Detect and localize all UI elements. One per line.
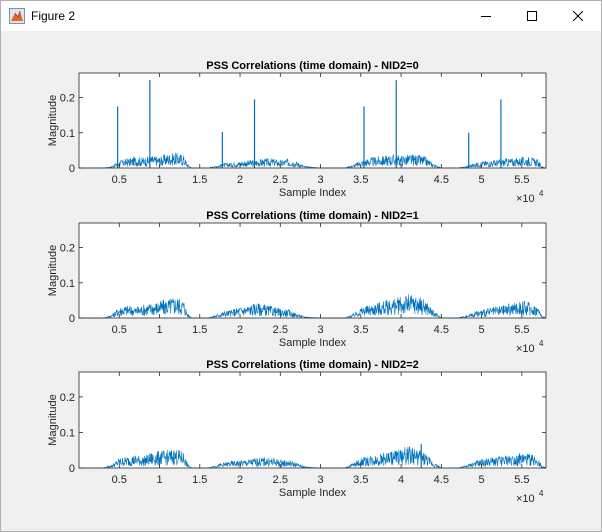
plot-area <box>79 223 546 318</box>
y-axis-label: Magnitude <box>47 95 59 146</box>
x-tick-label: 5 <box>479 324 485 336</box>
chart-title: PSS Correlations (time domain) - NID2=0 <box>206 60 418 72</box>
maximize-button[interactable] <box>509 1 555 31</box>
x-exponent-label: ×10 <box>516 193 535 205</box>
figure-canvas: 0.5 1 1.5 2 2.5 3 3.5 4 4.5 5 5.5 0 0.1 0.2 PSS Correl… <box>47 60 547 505</box>
x-tick-label: 2.5 <box>273 474 288 486</box>
x-tick-label: 4.5 <box>434 474 449 486</box>
maximize-icon <box>527 11 537 21</box>
x-tick-label: 1 <box>156 474 162 486</box>
x-exponent-value: 4 <box>539 339 544 348</box>
x-tick-label: 0.5 <box>112 474 127 486</box>
x-tick-label: 4.5 <box>434 324 449 336</box>
x-axis-label: Sample Index <box>279 187 347 199</box>
y-tick-label: 0.2 <box>60 392 75 404</box>
x-tick-label: 5.5 <box>514 474 529 486</box>
x-tick-label: 2 <box>237 174 243 186</box>
x-tick-label: 3.5 <box>353 174 368 186</box>
chart-title: PSS Correlations (time domain) - NID2=1 <box>206 210 418 222</box>
axes-box <box>78 222 547 319</box>
plot-area <box>79 372 546 468</box>
x-tick-label: 2 <box>237 474 243 486</box>
x-exponent-value: 4 <box>539 189 544 198</box>
plot-area <box>79 73 546 168</box>
x-tick-label: 1 <box>156 324 162 336</box>
axes-box <box>78 371 547 469</box>
x-tick-label: 4 <box>398 474 404 486</box>
minimize-button[interactable] <box>463 1 509 31</box>
x-tick-label: 1 <box>156 174 162 186</box>
x-tick-label: 5 <box>479 474 485 486</box>
x-tick-label: 0.5 <box>112 324 127 336</box>
x-tick-label: 5.5 <box>514 324 529 336</box>
close-button[interactable] <box>555 1 601 31</box>
x-tick-label: 5 <box>479 174 485 186</box>
x-tick-label: 1.5 <box>192 174 207 186</box>
x-tick-label: 5.5 <box>514 174 529 186</box>
matlab-figure-icon <box>9 8 25 24</box>
x-tick-label: 4.5 <box>434 174 449 186</box>
x-axis-label: Sample Index <box>279 487 347 499</box>
x-tick-label: 3 <box>317 324 323 336</box>
x-tick-label: 3.5 <box>353 474 368 486</box>
x-tick-label: 2.5 <box>273 324 288 336</box>
y-axis-label: Magnitude <box>47 394 59 445</box>
x-tick-label: 3.5 <box>353 324 368 336</box>
y-tick-label: 0.1 <box>60 128 75 140</box>
x-exponent-value: 4 <box>539 489 544 498</box>
x-tick-label: 4 <box>398 174 404 186</box>
y-tick-label: 0.2 <box>60 243 75 255</box>
y-tick-label: 0.2 <box>60 93 75 105</box>
close-icon <box>573 11 583 21</box>
subplot-1: 0.5 1 1.5 2 2.5 3 3.5 4 4.5 5 5.5 0 0.1 0.2 PSS Correl… <box>47 60 547 205</box>
y-tick-label: 0 <box>69 463 75 475</box>
x-tick-label: 3 <box>317 174 323 186</box>
subplot-3: 0.5 1 1.5 2 2.5 3 3.5 4 4.5 5 5.5 0 0.1 0.2 PSS Correl… <box>47 359 547 505</box>
x-exponent-label: ×10 <box>516 493 535 505</box>
x-tick-label: 1.5 <box>192 324 207 336</box>
title-bar[interactable]: Figure 2 <box>1 1 601 31</box>
axes-box <box>78 72 547 169</box>
x-tick-label: 2 <box>237 324 243 336</box>
x-tick-label: 4 <box>398 324 404 336</box>
x-tick-label: 2.5 <box>273 174 288 186</box>
window-title: Figure 2 <box>31 9 76 23</box>
y-tick-label: 0.1 <box>60 427 75 439</box>
x-tick-label: 3 <box>317 474 323 486</box>
subplot-2: 0.5 1 1.5 2 2.5 3 3.5 4 4.5 5 5.5 0 0.1 0.2 PSS Correl… <box>47 210 547 355</box>
x-tick-label: 0.5 <box>112 174 127 186</box>
y-axis-label: Magnitude <box>47 245 59 296</box>
x-axis-label: Sample Index <box>279 337 347 349</box>
chart-title: PSS Correlations (time domain) - NID2=2 <box>206 359 418 371</box>
minimize-icon <box>481 11 491 21</box>
x-tick-label: 1.5 <box>192 474 207 486</box>
x-exponent-label: ×10 <box>516 343 535 355</box>
y-tick-label: 0 <box>69 313 75 325</box>
y-tick-label: 0.1 <box>60 278 75 290</box>
y-tick-label: 0 <box>69 163 75 175</box>
